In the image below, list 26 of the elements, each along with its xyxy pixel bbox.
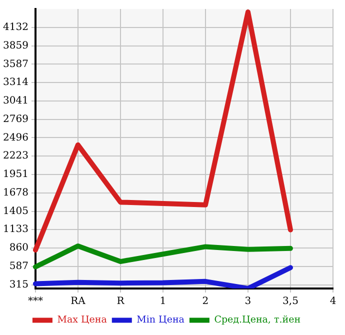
y-tick-label: 3041: [2, 96, 28, 107]
y-tick-label: 3314: [2, 77, 28, 88]
legend-label: Max Цена: [57, 314, 108, 326]
y-tick-label: 1405: [2, 206, 28, 217]
legend-label: Min Цена: [136, 314, 185, 326]
x-tick-label: 4: [330, 296, 336, 308]
y-tick-label: 3859: [2, 40, 28, 52]
x-tick-label: RA: [70, 296, 86, 308]
x-tick-label: 3: [244, 296, 252, 308]
y-tick-label: 4132: [2, 22, 28, 33]
y-tick-label: 1678: [2, 187, 28, 198]
y-tick-label: 3587: [2, 58, 28, 70]
y-tick-label: 2496: [2, 132, 28, 144]
y-tick-label: 2223: [2, 150, 28, 162]
legend-label: Сред.Цена, т.йен: [214, 314, 301, 326]
x-tick-label: 3,5: [282, 296, 298, 308]
y-tick-label: 1133: [2, 224, 28, 236]
x-tick-label: 2: [202, 296, 209, 308]
y-tick-label: 1951: [2, 169, 28, 180]
x-tick-label: ***: [28, 296, 43, 308]
x-tick-label: 1: [160, 296, 166, 308]
y-tick-label: 860: [9, 242, 28, 254]
x-tick-label: R: [116, 296, 125, 308]
y-tick-label: 2769: [2, 114, 28, 125]
y-tick-label: 587: [9, 261, 28, 272]
y-tick-label: 315: [9, 279, 28, 290]
